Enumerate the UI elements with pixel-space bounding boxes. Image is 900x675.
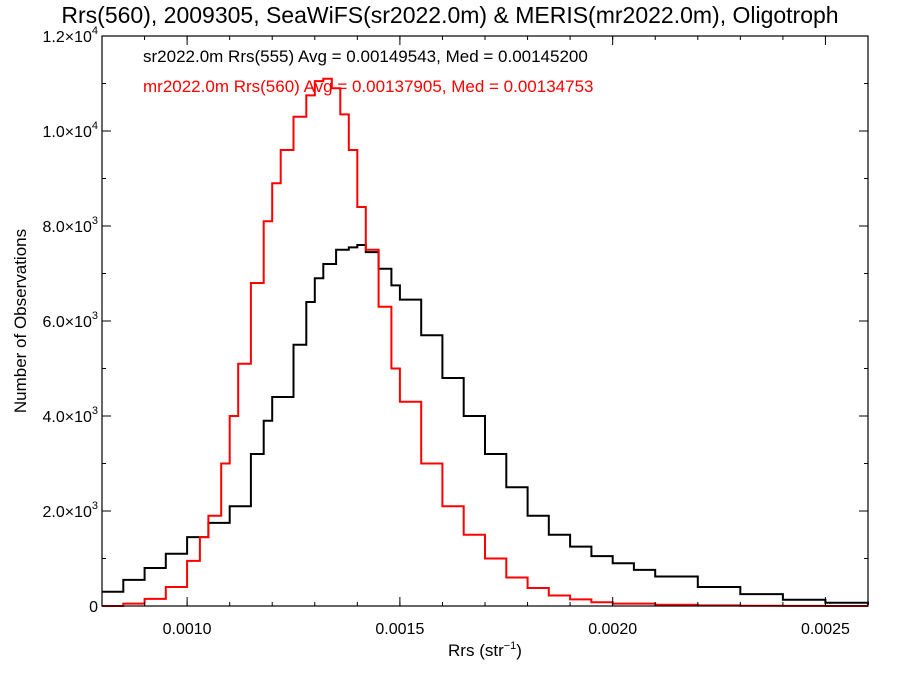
y-tick-label-exponent: 4 xyxy=(92,120,98,132)
x-axis-title-suffix: ) xyxy=(516,641,522,660)
legend-entry-0: sr2022.0m Rrs(555) Avg = 0.00149543, Med… xyxy=(143,47,588,66)
y-tick-label: 0 xyxy=(89,599,98,616)
y-tick-label-mantissa: 1.0×10 xyxy=(42,124,91,141)
series-line-1 xyxy=(102,77,868,607)
y-tick-label-mantissa: 8.0×10 xyxy=(42,219,91,236)
x-tick-label: 0.0020 xyxy=(588,621,637,638)
y-tick-label-mantissa: 4.0×10 xyxy=(42,409,91,426)
y-tick-label-exponent: 3 xyxy=(92,215,98,227)
plot-frame xyxy=(101,35,869,607)
x-axis-title: Rrs (str−1) xyxy=(448,640,522,660)
legend-entry-1: mr2022.0m Rrs(560) Avg = 0.00137905, Med… xyxy=(143,77,594,96)
y-tick-label-exponent: 3 xyxy=(92,310,98,322)
x-axis-title-superscript: −1 xyxy=(504,640,517,652)
series-line-0 xyxy=(102,244,869,605)
y-tick-label-mantissa: 1.2×10 xyxy=(42,29,91,46)
y-axis-title: Number of Observations xyxy=(11,229,30,413)
y-tick-label-exponent: 3 xyxy=(92,405,98,417)
y-tick-label: 1.0×104 xyxy=(42,120,98,141)
y-tick-label: 2.0×103 xyxy=(42,500,98,521)
x-tick-label: 0.0010 xyxy=(163,621,212,638)
series-layer xyxy=(102,77,869,607)
chart-title: Rrs(560), 2009305, SeaWiFS(sr2022.0m) & … xyxy=(61,2,839,28)
x-tick-label: 0.0015 xyxy=(375,621,424,638)
y-tick-label: 1.2×104 xyxy=(42,25,98,46)
tick-layer: 0.0010 0.0015 0.0020 0.002502.0×1034.0×1036… xyxy=(42,25,869,638)
y-tick-label: 4.0×103 xyxy=(42,405,98,426)
y-tick-label-mantissa: 0 xyxy=(89,599,98,616)
y-tick-label-exponent: 3 xyxy=(92,500,98,512)
y-tick-label-mantissa: 6.0×10 xyxy=(42,314,91,331)
y-tick-label-mantissa: 2.0×10 xyxy=(42,504,91,521)
x-axis-title-main: Rrs (str xyxy=(448,641,504,660)
y-tick-label: 8.0×103 xyxy=(42,215,98,236)
x-tick-label: 0.0025 xyxy=(801,621,850,638)
y-tick-label-exponent: 4 xyxy=(92,25,98,37)
legend: sr2022.0m Rrs(555) Avg = 0.00149543, Med… xyxy=(143,47,594,96)
y-tick-label: 6.0×103 xyxy=(42,310,98,331)
